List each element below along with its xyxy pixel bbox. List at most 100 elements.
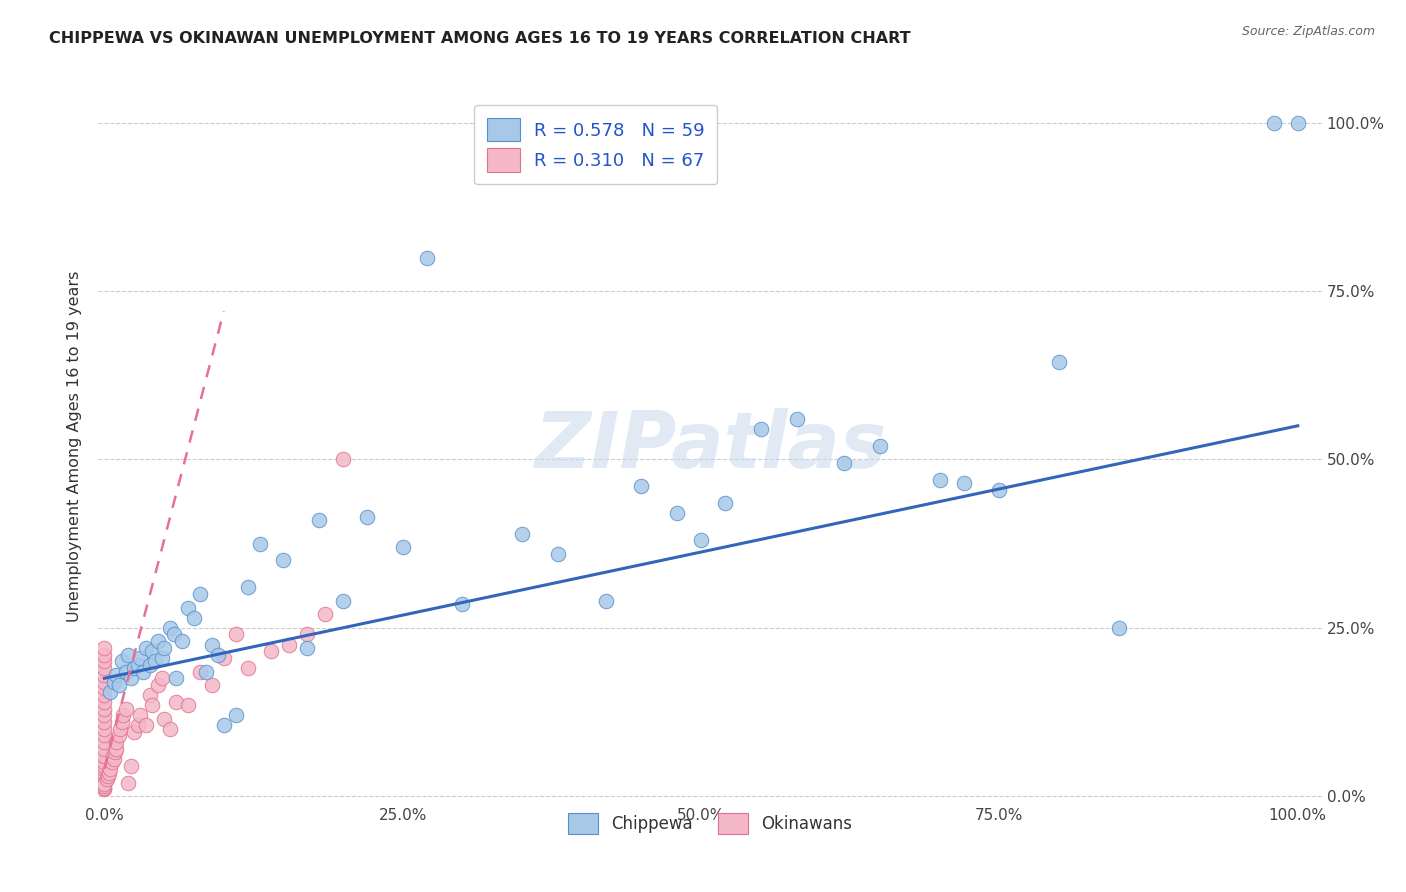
Text: CHIPPEWA VS OKINAWAN UNEMPLOYMENT AMONG AGES 16 TO 19 YEARS CORRELATION CHART: CHIPPEWA VS OKINAWAN UNEMPLOYMENT AMONG … [49,31,911,46]
Point [103,674,125,689]
Point [212,651,235,665]
Point [188,587,211,601]
Point [93,758,115,772]
Point [120,671,142,685]
Point [159,722,181,736]
Point [127,657,149,672]
Point [332,594,354,608]
Point [1047,355,1070,369]
Point [93,674,115,689]
Point [101,748,124,763]
Point [928,473,950,487]
Point [165,695,187,709]
Text: ZIPatlas: ZIPatlas [534,408,886,484]
Point [249,536,271,550]
Point [93,765,115,780]
Point [129,651,152,665]
Point [177,698,200,713]
Y-axis label: Unemployment Among Ages 16 to 19 years: Unemployment Among Ages 16 to 19 years [67,270,83,622]
Point [165,671,187,685]
Point [115,665,138,679]
Point [93,701,115,715]
Point [150,671,173,685]
Point [105,742,128,756]
Point [93,729,115,743]
Point [117,775,139,789]
Point [714,496,737,510]
Point [120,758,142,772]
Point [314,607,336,622]
Point [207,648,229,662]
Point [105,668,128,682]
Text: Source: ZipAtlas.com: Source: ZipAtlas.com [1241,25,1375,38]
Point [93,782,115,797]
Point [93,780,115,795]
Point [93,722,115,736]
Point [510,526,533,541]
Point [143,655,166,669]
Point [103,752,125,766]
Point [107,678,129,692]
Point [356,509,378,524]
Point [225,708,247,723]
Point [104,745,127,759]
Point [547,547,569,561]
Point [141,698,163,713]
Point [153,712,176,726]
Point [297,627,319,641]
Point [177,600,200,615]
Point [391,540,413,554]
Point [141,644,163,658]
Point [666,506,689,520]
Point [111,714,134,729]
Point [1108,621,1130,635]
Point [112,708,135,723]
Point [122,725,145,739]
Point [93,688,115,702]
Point [150,651,173,665]
Point [135,718,157,732]
Point [162,627,184,641]
Point [170,634,193,648]
Point [93,655,115,669]
Point [786,412,808,426]
Point [93,668,115,682]
Point [100,756,122,770]
Point [93,714,115,729]
Point [832,456,855,470]
Point [129,708,152,723]
Point [236,661,259,675]
Point [159,621,181,635]
Point [107,729,129,743]
Point [332,452,354,467]
Point [183,610,205,624]
Point [98,765,121,780]
Point [146,678,169,692]
Point [690,533,713,548]
Point [201,638,224,652]
Point [97,769,120,783]
Point [236,580,259,594]
Point [122,661,145,675]
Point [93,681,115,696]
Point [93,772,115,787]
Point [135,640,157,655]
Point [98,762,121,776]
Point [115,701,138,715]
Point [93,640,115,655]
Point [153,640,176,655]
Point [93,756,115,770]
Point [308,513,330,527]
Point [1263,116,1285,130]
Point [127,718,149,732]
Point [201,678,224,692]
Point [93,762,115,776]
Point [1286,116,1309,130]
Point [749,422,772,436]
Point [93,769,115,783]
Point [138,688,160,702]
Point [93,777,115,791]
Point [105,735,128,749]
Point [225,627,247,641]
Point [297,640,319,655]
